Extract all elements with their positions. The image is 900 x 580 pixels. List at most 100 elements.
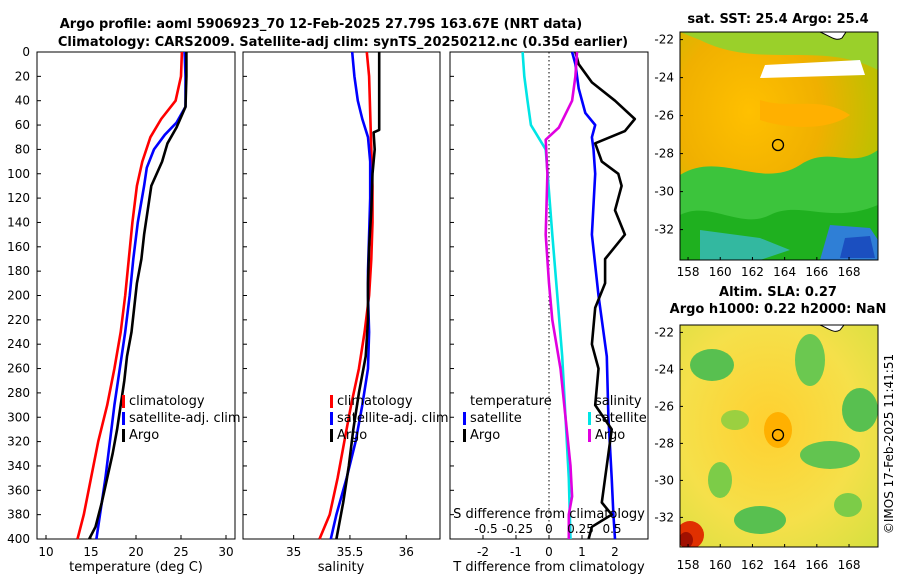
lon-tick-label: 164 bbox=[773, 558, 796, 572]
argo-location-marker bbox=[771, 138, 785, 152]
x-tick-label: 2 bbox=[611, 545, 619, 559]
depth-tick-label: 60 bbox=[15, 118, 30, 132]
difference-legend-temperature: temperature satellite Argo bbox=[463, 394, 552, 443]
sla-lon-ticks: 158 160 162 164 166 168 bbox=[677, 544, 861, 572]
sst-field bbox=[680, 32, 878, 260]
lat-tick-label: -22 bbox=[654, 33, 674, 47]
salinity-axes-frame bbox=[242, 51, 441, 540]
secondary-tick-label: 0 bbox=[545, 522, 553, 536]
lon-tick-label: 162 bbox=[741, 265, 764, 279]
sst-lon-ticks: 158 160 162 164 166 168 bbox=[677, 257, 860, 279]
legend-label-sal-argo: Argo bbox=[595, 428, 625, 443]
depth-tick-label: 80 bbox=[15, 142, 30, 156]
difference-legend-salinity: salinity satellite Argo bbox=[588, 394, 647, 443]
temperature-legend: climatology satellite-adj. clim Argo bbox=[122, 394, 241, 443]
secondary-tick-label: -0.5 bbox=[474, 522, 497, 536]
series-line-temperature-argo bbox=[574, 51, 637, 540]
depth-tick-label: 140 bbox=[7, 215, 30, 229]
legend-label-argo: Argo bbox=[337, 428, 367, 443]
secondary-tick-label: 0.25 bbox=[567, 522, 594, 536]
legend-swatch-satellite bbox=[122, 412, 125, 425]
lon-tick-label: 168 bbox=[838, 558, 861, 572]
depth-tick-label: 220 bbox=[7, 313, 30, 327]
lat-tick-label: -26 bbox=[654, 109, 674, 123]
depth-tick-label: 380 bbox=[7, 508, 30, 522]
x-tick-label: 15 bbox=[83, 545, 98, 559]
depth-tick-label: 280 bbox=[7, 386, 30, 400]
sst-map-frame bbox=[679, 31, 879, 261]
series-line-salinity-satellite bbox=[521, 51, 572, 540]
depth-tick-label: 40 bbox=[15, 94, 30, 108]
lat-tick-label: -28 bbox=[654, 147, 674, 161]
sst-lat-ticks: -22 -24 -26 -28 -30 -32 bbox=[654, 33, 683, 237]
legend-swatch-sal-satellite bbox=[588, 412, 591, 425]
salinity-x-ticks: 35 35.5 36 bbox=[286, 535, 414, 559]
series-line-satellite-adj-clim bbox=[95, 51, 187, 540]
series-line-climatology bbox=[76, 51, 184, 540]
series-line-salinity-argo bbox=[544, 51, 579, 539]
title-line2: Climatology: CARS2009. Satellite-adj cli… bbox=[58, 35, 628, 50]
depth-tick-label: 340 bbox=[7, 459, 30, 473]
difference-series bbox=[521, 51, 637, 540]
temperature-xlabel: temperature (deg C) bbox=[69, 560, 203, 575]
lat-tick-label: -32 bbox=[654, 510, 674, 524]
sst-map-title: sat. SST: 25.4 Argo: 25.4 bbox=[687, 12, 868, 27]
lat-tick-label: -30 bbox=[654, 473, 674, 487]
salinity-panel: 35 35.5 36 salinity climatology satellite-… bbox=[242, 51, 449, 575]
legend-swatch-temp-satellite bbox=[463, 412, 466, 425]
x-tick-label: 1 bbox=[578, 545, 586, 559]
lon-tick-label: 162 bbox=[741, 558, 764, 572]
lat-tick-label: -24 bbox=[654, 362, 674, 376]
series-line-temperature-satellite bbox=[570, 51, 617, 540]
title-line1: Argo profile: aoml 5906923_70 12-Feb-202… bbox=[60, 17, 582, 32]
difference-panel: -2 -1 0 1 2 T difference from climatology S … bbox=[449, 51, 649, 575]
salinity-series bbox=[318, 51, 381, 540]
series-line-argo bbox=[335, 52, 381, 540]
legend-heading-salinity: salinity bbox=[595, 394, 642, 409]
x-tick-label: -1 bbox=[510, 545, 522, 559]
temperature-series bbox=[76, 51, 188, 540]
x-tick-label: -2 bbox=[477, 545, 489, 559]
legend-swatch-argo bbox=[122, 429, 125, 442]
lon-tick-label: 158 bbox=[677, 265, 700, 279]
depth-tick-label: 200 bbox=[7, 289, 30, 303]
sst-map: sat. SST: 25.4 Argo: 25.4 158 160 162 164 16… bbox=[654, 12, 879, 279]
lat-tick-label: -26 bbox=[654, 399, 674, 413]
x-tick-label: 20 bbox=[128, 545, 143, 559]
depth-axis: 0 20 40 60 80 100 120 140 160 180 200 220 240 260 280 3… bbox=[7, 45, 454, 546]
legend-label-climatology: climatology bbox=[337, 394, 413, 409]
legend-swatch-climatology bbox=[330, 395, 333, 408]
x-tick-label: 36 bbox=[399, 545, 414, 559]
lon-tick-label: 166 bbox=[805, 265, 828, 279]
x-tick-label: 10 bbox=[38, 545, 53, 559]
secondary-tick-label: 0.5 bbox=[602, 522, 621, 536]
legend-label-satellite: satellite-adj. clim bbox=[129, 411, 241, 426]
x-tick-label: 30 bbox=[218, 545, 233, 559]
lon-tick-label: 164 bbox=[773, 265, 796, 279]
secondary-tick-label: -0.25 bbox=[502, 522, 533, 536]
salinity-xlabel: salinity bbox=[318, 560, 365, 575]
depth-tick-label: 180 bbox=[7, 264, 30, 278]
lon-tick-label: 160 bbox=[709, 558, 732, 572]
lat-tick-label: -24 bbox=[654, 71, 674, 85]
depth-tick-label: 360 bbox=[7, 483, 30, 497]
lat-tick-label: -32 bbox=[654, 223, 674, 237]
lat-tick-label: -22 bbox=[654, 325, 674, 339]
depth-tick-label: 0 bbox=[22, 45, 30, 59]
x-tick-label: 35 bbox=[286, 545, 301, 559]
x-tick-label: 25 bbox=[173, 545, 188, 559]
legend-label-argo: Argo bbox=[129, 428, 159, 443]
legend-label-temp-argo: Argo bbox=[470, 428, 500, 443]
depth-tick-label: 240 bbox=[7, 337, 30, 351]
legend-swatch-climatology bbox=[122, 395, 125, 408]
lat-tick-label: -30 bbox=[654, 185, 674, 199]
sla-map: Altim. SLA: 0.27 Argo h1000: 0.22 h2000:… bbox=[654, 285, 886, 572]
legend-swatch-temp-argo bbox=[463, 429, 466, 442]
legend-label-satellite: satellite-adj. clim bbox=[337, 411, 449, 426]
sla-map-frame bbox=[679, 324, 879, 548]
secondary-x-ticks: -0.5 -0.25 0 0.25 0.5 bbox=[474, 522, 621, 536]
depth-tick-label: 20 bbox=[15, 69, 30, 83]
depth-tick-label: 160 bbox=[7, 240, 30, 254]
difference-xlabel: T difference from climatology bbox=[452, 560, 645, 575]
